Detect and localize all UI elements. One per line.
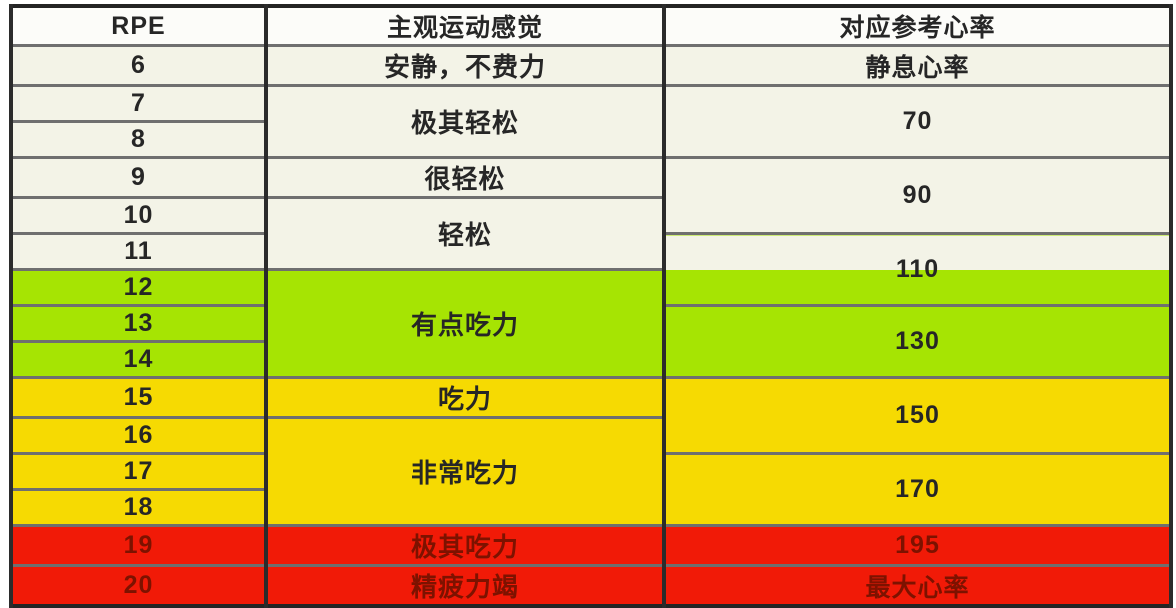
table-row-rpe-8: 8 xyxy=(9,120,1171,159)
table-row-rpe-10: 10 轻松 xyxy=(9,196,1171,271)
table-row-rpe-17: 17 170 xyxy=(9,452,1173,527)
hr-cell-195: 195 xyxy=(662,524,1173,567)
feel-cell-easy: 轻松 xyxy=(264,196,666,271)
table-row-rpe-16: 16 非常吃力 xyxy=(9,416,1171,527)
rpe-cell-9: 9 xyxy=(9,156,268,199)
table-row-rpe-20: 20 精疲力竭 最大心率 xyxy=(9,564,1173,608)
rpe-cell-13: 13 xyxy=(9,304,268,343)
table-header-row: RPE 主观运动感觉 对应参考心率 xyxy=(9,4,1173,47)
feel-cell-extremely-hard: 极其吃力 xyxy=(264,524,666,567)
col-header-feel: 主观运动感觉 xyxy=(264,4,666,47)
feel-cell-very-hard: 非常吃力 xyxy=(264,416,666,527)
feel-cell-exhausted: 精疲力竭 xyxy=(264,564,666,608)
table-row-rpe-9: 9 很轻松 90 xyxy=(9,156,1173,235)
rpe-cell-6: 6 xyxy=(9,44,268,87)
table-row-rpe-6: 6 安静，不费力 静息心率 xyxy=(9,44,1173,87)
rpe-cell-11: 11 xyxy=(9,232,268,271)
hr-cell-max: 最大心率 xyxy=(662,564,1173,608)
rpe-cell-10: 10 xyxy=(9,196,268,235)
hr-cell-110: 110 xyxy=(662,232,1173,307)
table-row-rpe-14: 14 xyxy=(9,340,1171,379)
table-row-rpe-19: 19 极其吃力 195 xyxy=(9,524,1173,567)
rpe-cell-15: 15 xyxy=(9,376,268,419)
table-row-rpe-18: 18 xyxy=(9,488,1171,527)
col-header-rpe: RPE xyxy=(9,4,268,47)
table-row-rpe-15: 15 吃力 150 xyxy=(9,376,1173,455)
hr-cell-130: 130 xyxy=(662,304,1173,379)
rpe-cell-14: 14 xyxy=(9,340,268,379)
hr-cell-resting: 静息心率 xyxy=(662,44,1173,87)
rpe-cell-7: 7 xyxy=(9,84,268,123)
rpe-cell-8: 8 xyxy=(9,120,268,159)
table-row-rpe-12: 12 有点吃力 xyxy=(9,268,1171,379)
feel-cell-hard: 吃力 xyxy=(264,376,666,419)
feel-cell-somewhat-hard: 有点吃力 xyxy=(264,268,666,379)
feel-cell-extremely-easy: 极其轻松 xyxy=(264,84,666,159)
feel-cell-quiet: 安静，不费力 xyxy=(264,44,666,87)
rpe-cell-18: 18 xyxy=(9,488,268,527)
rpe-cell-17: 17 xyxy=(9,452,268,491)
hr-cell-170: 170 xyxy=(662,452,1173,527)
rpe-scale-page: RPE 主观运动感觉 对应参考心率 6 安静，不费力 静息心率 7 极其轻松 7… xyxy=(9,4,1173,608)
table-row-rpe-7: 7 极其轻松 70 xyxy=(9,84,1173,159)
rpe-cell-19: 19 xyxy=(9,524,268,567)
rpe-cell-20: 20 xyxy=(9,564,268,608)
feel-cell-very-easy: 很轻松 xyxy=(264,156,666,199)
rpe-scale-table: RPE 主观运动感觉 对应参考心率 6 安静，不费力 静息心率 7 极其轻松 7… xyxy=(9,4,1173,608)
hr-cell-70: 70 xyxy=(662,84,1173,159)
hr-cell-150: 150 xyxy=(662,376,1173,455)
table-row-rpe-13: 13 130 xyxy=(9,304,1173,379)
rpe-cell-16: 16 xyxy=(9,416,268,455)
col-header-heart-rate: 对应参考心率 xyxy=(662,4,1173,47)
rpe-cell-12: 12 xyxy=(9,268,268,307)
hr-cell-90: 90 xyxy=(662,156,1173,235)
table-row-rpe-11: 11 110 xyxy=(9,232,1173,307)
